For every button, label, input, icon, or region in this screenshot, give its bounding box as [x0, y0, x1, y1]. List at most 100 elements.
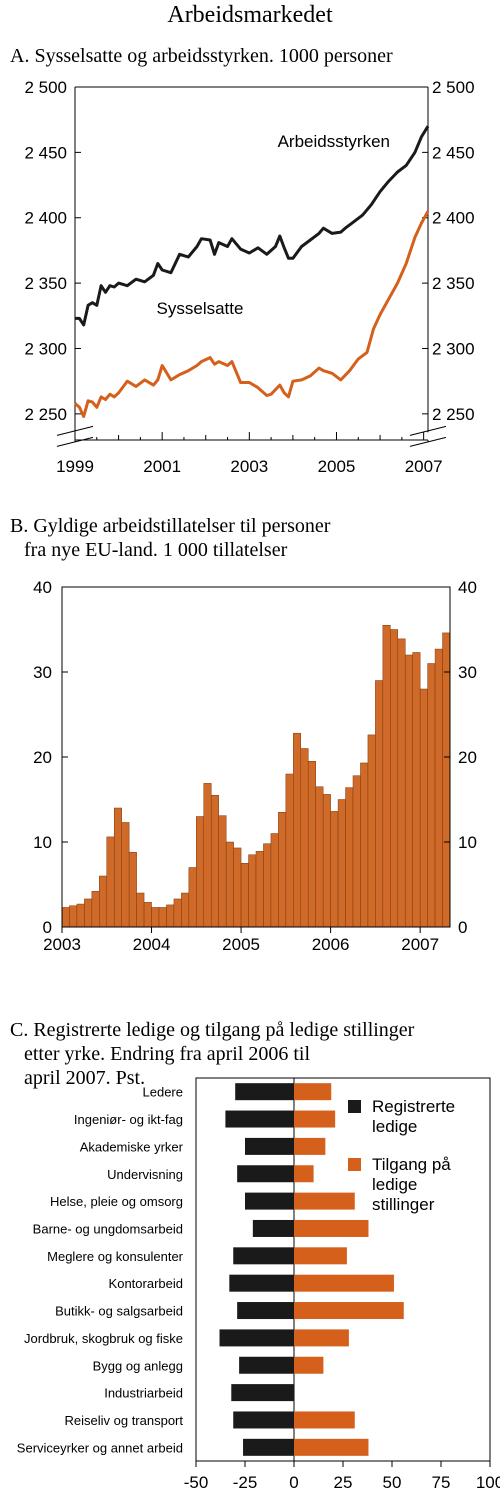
axis-break-mark: [56, 425, 94, 436]
bar: [375, 680, 384, 928]
axis-break-mark: [409, 436, 447, 447]
bar: [69, 905, 78, 928]
bar: [293, 732, 302, 928]
x-tick-label: 2005: [222, 935, 260, 954]
x-tick-label: 25: [334, 1473, 353, 1488]
bar: [233, 847, 242, 928]
x-tick-label: 100: [476, 1473, 500, 1488]
bar: [412, 652, 421, 928]
bar: [151, 907, 160, 928]
bar: [404, 654, 413, 928]
bar: [442, 632, 451, 928]
bar: [307, 761, 316, 928]
bar: [240, 863, 249, 928]
series-label-arbeidsstyrken: Arbeidsstyrken: [278, 132, 390, 151]
y-tick-label-left: 20: [33, 748, 52, 767]
panel-c-title-line3: april 2007. Pst.: [24, 1067, 146, 1089]
bar: [225, 841, 234, 928]
bar: [255, 851, 264, 928]
bar-tilgang-stillinger: [294, 1219, 369, 1237]
bar: [84, 898, 93, 928]
y-tick-label-left: 30: [33, 663, 52, 682]
x-tick-label: 1999: [56, 457, 94, 476]
bar-tilgang-stillinger: [294, 1438, 369, 1456]
bar: [337, 799, 346, 928]
bar: [91, 891, 100, 928]
x-tick-label: 2003: [43, 935, 81, 954]
bar-tilgang-stillinger: [294, 1411, 355, 1429]
bar: [285, 773, 294, 928]
bar-registrerte-ledige: [245, 1192, 294, 1210]
bar: [382, 625, 391, 928]
legend-swatch-tilgang-stillinger: [348, 1158, 361, 1171]
x-tick-label: 0: [289, 1473, 298, 1488]
category-label: Serviceyrker og annet arbeid: [17, 1440, 183, 1455]
category-label: Kontorarbeid: [109, 1276, 183, 1291]
category-label: Akademiske yrker: [80, 1139, 184, 1154]
y-tick-label-right: 40: [458, 578, 477, 597]
bar: [128, 851, 137, 928]
category-label: Industriarbeid: [104, 1386, 183, 1401]
page-title: Arbeidsmarkedet: [167, 2, 333, 28]
bar-tilgang-stillinger: [294, 1137, 326, 1155]
y-tick-label-right: 2 350: [432, 274, 475, 293]
y-tick-label-left: 2 450: [24, 143, 67, 162]
legend-label-tilgang-stillinger: stillinger: [372, 1195, 435, 1214]
x-tick-label: -25: [233, 1473, 258, 1488]
bar: [113, 807, 122, 928]
x-tick-label: 2006: [312, 935, 350, 954]
bar: [218, 815, 227, 928]
bar-tilgang-stillinger: [294, 1083, 332, 1101]
y-tick-label-right: 20: [458, 748, 477, 767]
panel-b-title-line2: fra nye EU-land. 1 000 tillatelser: [24, 539, 288, 561]
bar: [419, 688, 428, 928]
bar-registrerte-ledige: [233, 1411, 294, 1429]
bar-tilgang-stillinger: [294, 1192, 355, 1210]
bar-tilgang-stillinger: [294, 1110, 336, 1128]
bar: [270, 833, 279, 928]
bar-registrerte-ledige: [233, 1247, 294, 1265]
legend-label-tilgang-stillinger: Tilgang på: [372, 1155, 451, 1174]
bar: [99, 875, 108, 928]
bar-registrerte-ledige: [219, 1329, 294, 1347]
bar-registrerte-ledige: [237, 1165, 294, 1183]
bar-registrerte-ledige: [245, 1137, 294, 1155]
category-label: Jordbruk, skogbruk og fiske: [24, 1331, 183, 1346]
x-tick-label: 2005: [318, 457, 356, 476]
bar: [196, 816, 205, 928]
y-tick-label-right: 30: [458, 663, 477, 682]
legend-label-registrerte-ledige: ledige: [372, 1117, 417, 1136]
panel-c-title: C. Registrerte ledige og tilgang på ledi…: [10, 1018, 414, 1090]
bar-tilgang-stillinger: [294, 1247, 347, 1265]
y-tick-label-left: 2 250: [24, 405, 67, 424]
y-tick-label-left: 2 400: [24, 209, 67, 228]
bar-tilgang-stillinger: [294, 1302, 404, 1320]
y-tick-label-left: 2 300: [24, 339, 67, 358]
bar-registrerte-ledige: [237, 1302, 294, 1320]
bar: [76, 903, 85, 928]
category-label: Reiseliv og transport: [65, 1413, 184, 1428]
bar-registrerte-ledige: [225, 1110, 294, 1128]
chart-a: 2 250 2 250 2 300 2 300 2 350 2 350 2 400 2 400…: [24, 78, 475, 476]
bar: [158, 907, 167, 928]
y-tick-label-right: 2 300: [432, 339, 475, 358]
panel-b-title: B. Gyldige arbeidstillatelser til person…: [10, 514, 330, 562]
bar: [181, 892, 190, 928]
bar: [106, 836, 115, 928]
bar-registrerte-ledige: [231, 1384, 294, 1402]
series-line-0: [75, 125, 430, 327]
bar: [322, 794, 331, 928]
bar: [248, 854, 257, 928]
x-tick-label: 2007: [401, 935, 439, 954]
x-tick-label: 2004: [133, 935, 171, 954]
legend-label-registrerte-ledige: Registrerte: [372, 1097, 455, 1116]
bar: [300, 748, 309, 928]
panel-b-title-line1: B. Gyldige arbeidstillatelser til person…: [10, 515, 331, 537]
bar: [121, 822, 130, 928]
category-label: Undervisning: [107, 1167, 183, 1182]
bar-registrerte-ledige: [239, 1356, 294, 1374]
chart-b: 0 0 10 10 20 20 30 30 40 40 2003 2004 2005 2006 2007: [33, 578, 477, 954]
legend-label-tilgang-stillinger: ledige: [372, 1175, 417, 1194]
x-tick-label: 2007: [405, 457, 443, 476]
bar: [61, 907, 70, 928]
